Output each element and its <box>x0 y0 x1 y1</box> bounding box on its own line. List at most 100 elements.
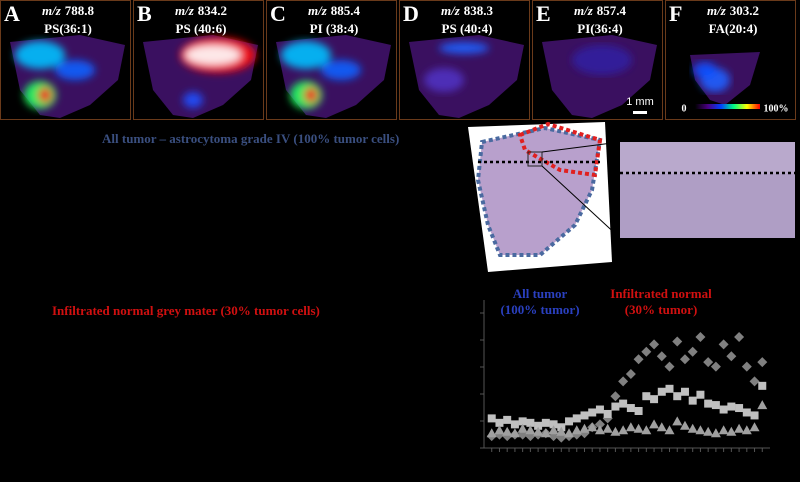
point <box>641 425 652 435</box>
point <box>510 420 519 429</box>
point <box>610 426 621 436</box>
point <box>594 419 605 430</box>
point <box>741 425 752 435</box>
intensity <box>572 45 632 75</box>
chart-label: Infiltrated normal <box>610 286 712 301</box>
point <box>618 425 629 435</box>
point <box>673 392 682 401</box>
point <box>571 425 582 435</box>
panel-letter: C <box>270 1 286 26</box>
mz-value: 834.2 <box>198 3 227 18</box>
point <box>517 423 528 433</box>
point <box>656 422 667 432</box>
point <box>564 428 575 438</box>
point <box>526 418 535 427</box>
intensity <box>180 37 256 108</box>
point <box>749 376 760 387</box>
point <box>594 425 605 435</box>
point <box>572 414 581 423</box>
mz-value: 838.3 <box>464 3 494 18</box>
colorbar-max: 100% <box>764 103 789 114</box>
point <box>741 361 752 372</box>
point <box>664 425 675 435</box>
point <box>672 336 683 347</box>
point <box>587 422 598 432</box>
point <box>704 399 713 408</box>
point <box>642 392 651 401</box>
panel-letter: B <box>137 1 152 26</box>
point <box>750 411 759 420</box>
histology <box>468 121 795 272</box>
point <box>711 401 720 410</box>
point <box>556 426 567 436</box>
point <box>518 417 527 426</box>
mz-prefix: m/z <box>42 3 62 18</box>
intensity <box>15 41 95 109</box>
panel-letter: F <box>669 1 682 26</box>
point <box>633 354 644 365</box>
mz-prefix: m/z <box>574 3 594 18</box>
point <box>603 409 612 418</box>
point <box>650 395 659 404</box>
lipid-label: PS (40:4) <box>442 21 493 36</box>
lipid-label: PI (38:4) <box>310 21 359 36</box>
panel-letter: D <box>403 1 419 26</box>
tissue <box>409 35 524 118</box>
intensity <box>424 42 489 92</box>
chart-label: (30% tumor) <box>625 302 698 317</box>
hotspot <box>55 60 95 80</box>
point <box>695 425 706 435</box>
chart-label: All tumor <box>513 286 568 301</box>
lipid-label: PI(36:4) <box>577 21 623 36</box>
point <box>657 387 666 396</box>
point <box>509 428 520 438</box>
mz-label: m/z 788.8 <box>42 3 95 18</box>
point <box>696 390 705 399</box>
point <box>533 426 544 436</box>
point <box>534 421 543 430</box>
hotspot <box>185 45 241 65</box>
hotspot <box>424 68 464 92</box>
panel-letter: E <box>536 1 551 26</box>
point <box>610 391 621 402</box>
point <box>580 411 589 420</box>
hotspot <box>439 42 489 54</box>
mz-value: 788.8 <box>65 3 95 18</box>
point <box>735 404 744 413</box>
point <box>602 423 613 433</box>
point <box>703 426 714 436</box>
colorbar-min: 0 <box>682 103 687 114</box>
point <box>503 415 512 424</box>
point <box>625 422 636 432</box>
point <box>742 408 751 417</box>
point <box>565 417 574 426</box>
point <box>641 346 652 357</box>
mz-prefix: m/z <box>441 3 461 18</box>
point <box>618 376 629 387</box>
hotspot <box>572 45 632 75</box>
annotation: All tumor – astrocytoma grade IV (100% t… <box>102 131 399 146</box>
point <box>540 428 551 438</box>
point <box>757 357 768 368</box>
point <box>703 357 714 368</box>
point <box>679 420 690 430</box>
point <box>656 351 667 362</box>
point <box>588 408 597 417</box>
point <box>718 339 729 350</box>
hotspot <box>321 60 361 80</box>
point <box>688 396 697 405</box>
mz-label: m/z 838.3 <box>441 3 494 18</box>
point <box>525 425 536 435</box>
point <box>726 426 737 436</box>
mz-value: 885.4 <box>331 3 361 18</box>
point <box>726 351 737 362</box>
point <box>749 422 760 432</box>
hotspot <box>281 41 331 69</box>
point <box>495 418 504 427</box>
mz-prefix: m/z <box>707 3 727 18</box>
